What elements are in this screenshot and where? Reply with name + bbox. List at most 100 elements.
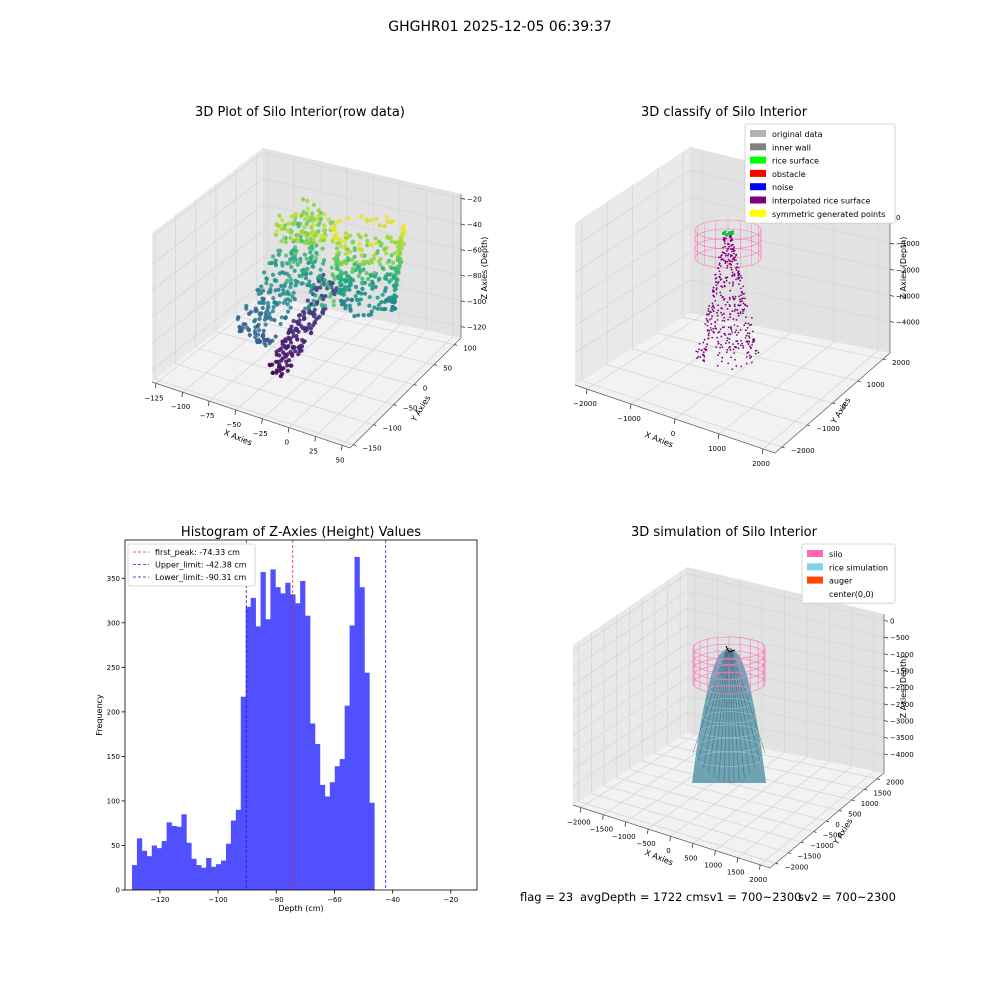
cls-point: [732, 295, 734, 298]
cls-point: [730, 326, 732, 328]
raw-point: [384, 251, 389, 256]
cls-point: [755, 349, 758, 352]
cls-point: [725, 279, 728, 282]
raw-point: [373, 236, 378, 241]
hist-bar: [216, 864, 222, 890]
sim-ytick: [851, 799, 855, 802]
hist-bar: [275, 587, 281, 890]
raw-xgrid: [235, 167, 348, 411]
cls-point: [720, 285, 722, 287]
cls-point: [703, 347, 706, 350]
raw-point: [345, 215, 351, 221]
cls-point: [709, 311, 711, 313]
hist-bar: [349, 625, 355, 890]
raw-point: [301, 272, 306, 277]
cls-point: [733, 273, 736, 275]
cls-point: [728, 338, 731, 340]
cls-point: [723, 320, 726, 322]
raw-point: [288, 281, 294, 286]
sim-ztick: [883, 686, 889, 689]
raw-point: [351, 278, 356, 283]
cls-point: [704, 349, 707, 352]
cls-point: [718, 330, 721, 333]
hist-bar: [310, 723, 316, 890]
sim-xtick-label: −500: [636, 840, 655, 848]
raw-point: [289, 264, 294, 270]
cls-point: [728, 341, 731, 344]
sim-ztick-label: −2000: [890, 684, 914, 692]
raw-point: [259, 284, 264, 289]
cls-point: [727, 248, 730, 250]
raw-point: [288, 277, 293, 282]
cls-point: [723, 281, 726, 284]
cls-silo-ring: [694, 219, 762, 241]
raw-point: [379, 300, 384, 305]
cls-ytick: [832, 402, 836, 405]
cls-point: [726, 267, 728, 269]
sim-xtick: [602, 814, 604, 820]
cls-point: [741, 277, 743, 279]
raw-point: [274, 229, 280, 234]
raw-point: [285, 297, 290, 302]
cls-point: [723, 312, 725, 315]
sim-xgrid: [715, 601, 830, 851]
raw-point: [280, 342, 285, 347]
cls-point: [745, 334, 748, 337]
hist-bar: [240, 696, 247, 890]
cls-point: [748, 324, 751, 326]
raw-point: [392, 283, 397, 289]
raw-point: [296, 235, 301, 240]
raw-point: [325, 281, 330, 286]
cls-point: [742, 292, 744, 295]
raw-point: [318, 217, 323, 222]
raw-point: [267, 363, 273, 368]
raw-point: [328, 291, 333, 296]
raw-point: [272, 318, 277, 323]
cls-point: [723, 297, 726, 300]
raw-ytick-label: −100: [383, 425, 402, 433]
sim-zlabel: Z Axies (Depth): [899, 656, 908, 719]
cls-point: [709, 327, 712, 329]
raw-point: [352, 254, 357, 260]
raw-point: [285, 368, 290, 373]
cls-point: [735, 364, 738, 367]
cls-point: [695, 350, 698, 353]
raw-point: [303, 232, 308, 237]
cls-point: [732, 243, 734, 246]
hist-frame: [124, 539, 478, 891]
raw-point: [357, 301, 362, 307]
raw-point: [304, 327, 309, 332]
cls-point: [714, 325, 716, 327]
raw-point: [389, 277, 394, 282]
raw-point: [311, 202, 316, 207]
sim-ztick-label: 0: [890, 617, 894, 625]
raw-zgrid: [151, 204, 462, 291]
cls-point: [731, 310, 734, 312]
cls-point: [726, 308, 729, 310]
cls-point: [727, 326, 730, 329]
cls-point: [731, 258, 734, 260]
cls-point: [716, 314, 719, 317]
raw-point: [334, 231, 339, 236]
hist-bar: [196, 865, 202, 890]
cls-ytick-label: −2000: [791, 447, 815, 455]
raw-point: [253, 335, 258, 340]
cls-point: [726, 351, 728, 353]
sim-ytick: [800, 841, 804, 844]
hist-bar: [295, 603, 301, 890]
raw-point: [314, 232, 319, 237]
cls-point: [739, 344, 742, 347]
raw-point: [317, 314, 322, 319]
sim-ztick: [883, 636, 889, 639]
raw-point: [301, 209, 306, 214]
raw-point: [389, 297, 394, 303]
cls-point: [738, 304, 741, 307]
raw-point: [358, 262, 363, 267]
cls-point: [723, 326, 725, 328]
hist-xtick-label: −120: [150, 896, 169, 904]
cls-point: [696, 357, 698, 360]
sim-rice-mesh-line: [703, 649, 728, 768]
raw-point: [278, 249, 283, 254]
raw-point: [280, 371, 285, 377]
raw-point: [344, 278, 349, 284]
